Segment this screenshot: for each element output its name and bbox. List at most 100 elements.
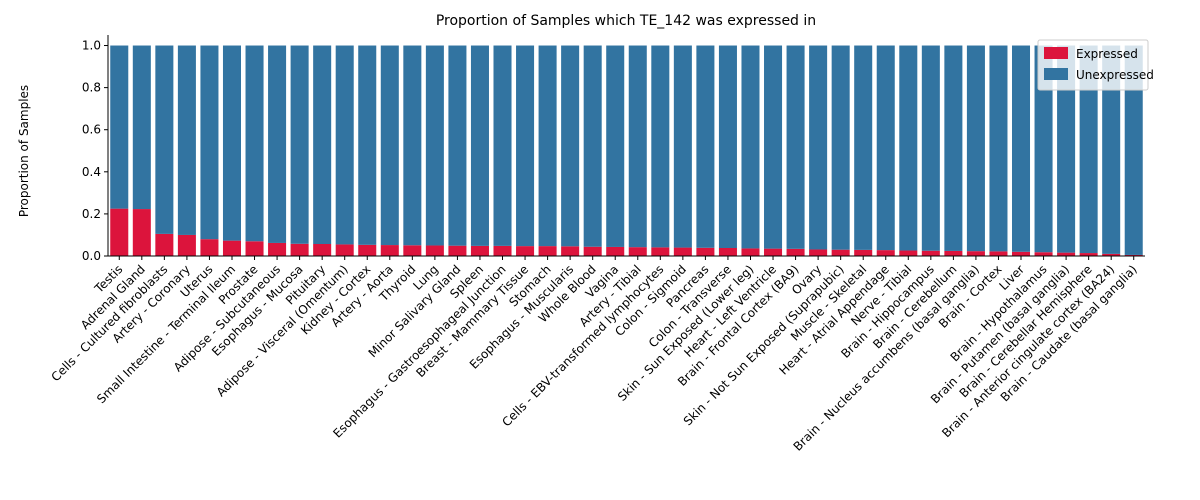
bar-unexpressed: [921, 45, 940, 251]
bar-unexpressed: [380, 45, 399, 246]
y-tick-label: 0.8: [82, 81, 101, 95]
bar-expressed: [1102, 253, 1121, 256]
bar-unexpressed: [268, 45, 287, 243]
bar-expressed: [335, 244, 354, 256]
bar-unexpressed: [245, 45, 264, 242]
bar-unexpressed: [425, 45, 444, 246]
bar-unexpressed: [1034, 45, 1053, 253]
bar-expressed: [673, 247, 692, 256]
bar-expressed: [966, 251, 985, 256]
bar-unexpressed: [1011, 45, 1031, 252]
bar-expressed: [1079, 253, 1098, 256]
bar-expressed: [290, 243, 309, 256]
bar-expressed: [628, 247, 647, 256]
bar-expressed: [899, 250, 918, 256]
bar-unexpressed: [583, 45, 602, 247]
bar-unexpressed: [696, 45, 715, 248]
y-tick-label: 0.0: [82, 249, 101, 263]
bar-unexpressed: [764, 45, 783, 249]
bar-expressed: [606, 246, 625, 256]
bar-unexpressed: [538, 45, 557, 247]
bar-expressed: [854, 249, 873, 256]
bar-unexpressed: [155, 45, 174, 234]
y-tick-label: 0.2: [82, 207, 101, 221]
bar-unexpressed: [1124, 45, 1143, 255]
bar-unexpressed: [606, 45, 625, 247]
legend-label-unexpressed: Unexpressed: [1076, 68, 1154, 82]
bar-unexpressed: [809, 45, 828, 250]
bar-unexpressed: [899, 45, 918, 251]
bar-expressed: [425, 245, 444, 256]
bar-unexpressed: [673, 45, 692, 248]
bar-expressed: [132, 209, 151, 256]
bar-unexpressed: [989, 45, 1008, 252]
y-tick-label: 0.4: [82, 165, 101, 179]
bar-expressed: [696, 247, 715, 256]
bar-expressed: [651, 247, 670, 256]
bar-unexpressed: [358, 45, 377, 245]
bar-expressed: [1057, 252, 1076, 256]
bar-unexpressed: [290, 45, 309, 244]
bar-unexpressed: [651, 45, 670, 248]
bar-expressed: [538, 246, 557, 256]
bar-unexpressed: [110, 45, 129, 209]
bar-expressed: [222, 240, 241, 256]
bar-expressed: [380, 245, 399, 256]
bar-expressed: [358, 244, 377, 256]
legend-swatch-unexpressed: [1044, 68, 1068, 80]
bar-expressed: [764, 248, 783, 256]
bar-unexpressed: [1079, 45, 1098, 254]
bar-unexpressed: [741, 45, 760, 249]
bar-unexpressed: [132, 45, 151, 210]
bar-expressed: [493, 245, 512, 256]
bar-expressed: [921, 250, 940, 256]
bar-unexpressed: [222, 45, 241, 241]
bar-unexpressed: [718, 45, 737, 248]
legend: Expressed Unexpressed: [1037, 39, 1154, 91]
bar-expressed: [177, 234, 196, 256]
bar-unexpressed: [448, 45, 467, 246]
bar-expressed: [1011, 251, 1031, 256]
bar-unexpressed: [403, 45, 422, 246]
bar-unexpressed: [944, 45, 963, 251]
bar-expressed: [741, 248, 760, 256]
bar-unexpressed: [561, 45, 580, 247]
bar-expressed: [155, 233, 174, 256]
y-axis-label: Proportion of Samples: [17, 85, 31, 217]
bar-expressed: [561, 246, 580, 256]
bar-expressed: [313, 244, 332, 256]
bar-unexpressed: [628, 45, 647, 248]
bar-expressed: [110, 208, 129, 256]
bar-unexpressed: [200, 45, 219, 240]
bar-unexpressed: [313, 45, 332, 244]
bar-expressed: [786, 248, 805, 256]
bar-unexpressed: [1057, 45, 1076, 253]
bar-expressed: [448, 245, 467, 256]
bar-expressed: [200, 239, 219, 256]
bar-unexpressed: [516, 45, 535, 247]
legend-label-expressed: Expressed: [1076, 47, 1138, 61]
bar-expressed: [831, 249, 850, 256]
bar-unexpressed: [831, 45, 850, 250]
bar-unexpressed: [876, 45, 895, 251]
legend-swatch-expressed: [1044, 47, 1068, 59]
bar-unexpressed: [854, 45, 873, 250]
bar-unexpressed: [470, 45, 489, 246]
bar-expressed: [516, 246, 535, 256]
bar-unexpressed: [177, 45, 196, 235]
bar-unexpressed: [1102, 45, 1121, 254]
bar-expressed: [1034, 252, 1053, 256]
chart-title: Proportion of Samples which TE_142 was e…: [436, 13, 816, 29]
bar-expressed: [809, 249, 828, 256]
bar-expressed: [1124, 254, 1143, 256]
bar-unexpressed: [335, 45, 354, 245]
bar-expressed: [876, 250, 895, 256]
bar-expressed: [245, 241, 264, 256]
bar-unexpressed: [786, 45, 805, 249]
bar-expressed: [989, 251, 1008, 256]
bar-expressed: [268, 242, 287, 256]
bar-expressed: [470, 245, 489, 256]
bar-expressed: [718, 248, 737, 256]
